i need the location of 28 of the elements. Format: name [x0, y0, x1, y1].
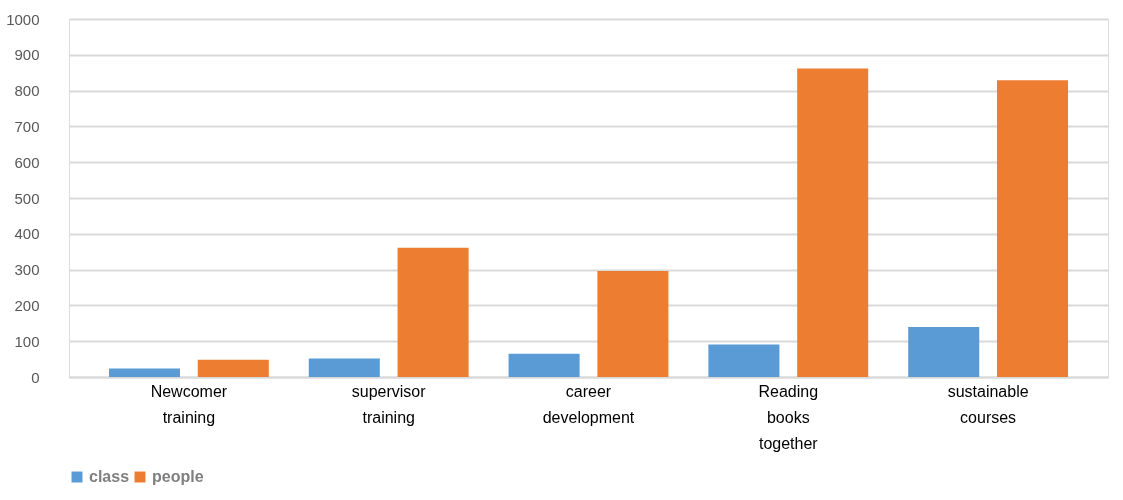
x-tick-label: Newcomer training [150, 382, 228, 426]
legend-label: class [89, 468, 130, 485]
bar [197, 359, 269, 377]
y-tick-label: 900 [14, 46, 40, 64]
legend-label: people [152, 468, 204, 485]
bar [108, 368, 180, 377]
bar [908, 326, 980, 377]
bar [508, 353, 580, 377]
x-tick-label: sustainable courses [947, 382, 1029, 426]
y-tick-label: 1000 [6, 10, 40, 28]
bar [797, 68, 869, 377]
y-tick-label: 400 [14, 225, 40, 243]
bar [597, 271, 669, 377]
bar [397, 247, 469, 377]
bar [308, 358, 380, 377]
y-tick-label: 0 [31, 368, 40, 386]
y-tick-label: 600 [14, 153, 40, 171]
x-tick-label: supervisor training [351, 382, 427, 426]
x-tick-label: Reading books together [758, 382, 819, 452]
y-tick-label: 300 [14, 261, 40, 279]
y-tick-label: 200 [14, 296, 40, 314]
y-tick-label: 700 [14, 117, 40, 135]
y-tick-label: 800 [14, 82, 40, 100]
y-tick-label: 100 [14, 332, 40, 350]
bar [997, 80, 1069, 377]
x-tick-label: career development [542, 382, 635, 426]
y-tick-label: 500 [14, 189, 40, 207]
bar [708, 344, 780, 377]
